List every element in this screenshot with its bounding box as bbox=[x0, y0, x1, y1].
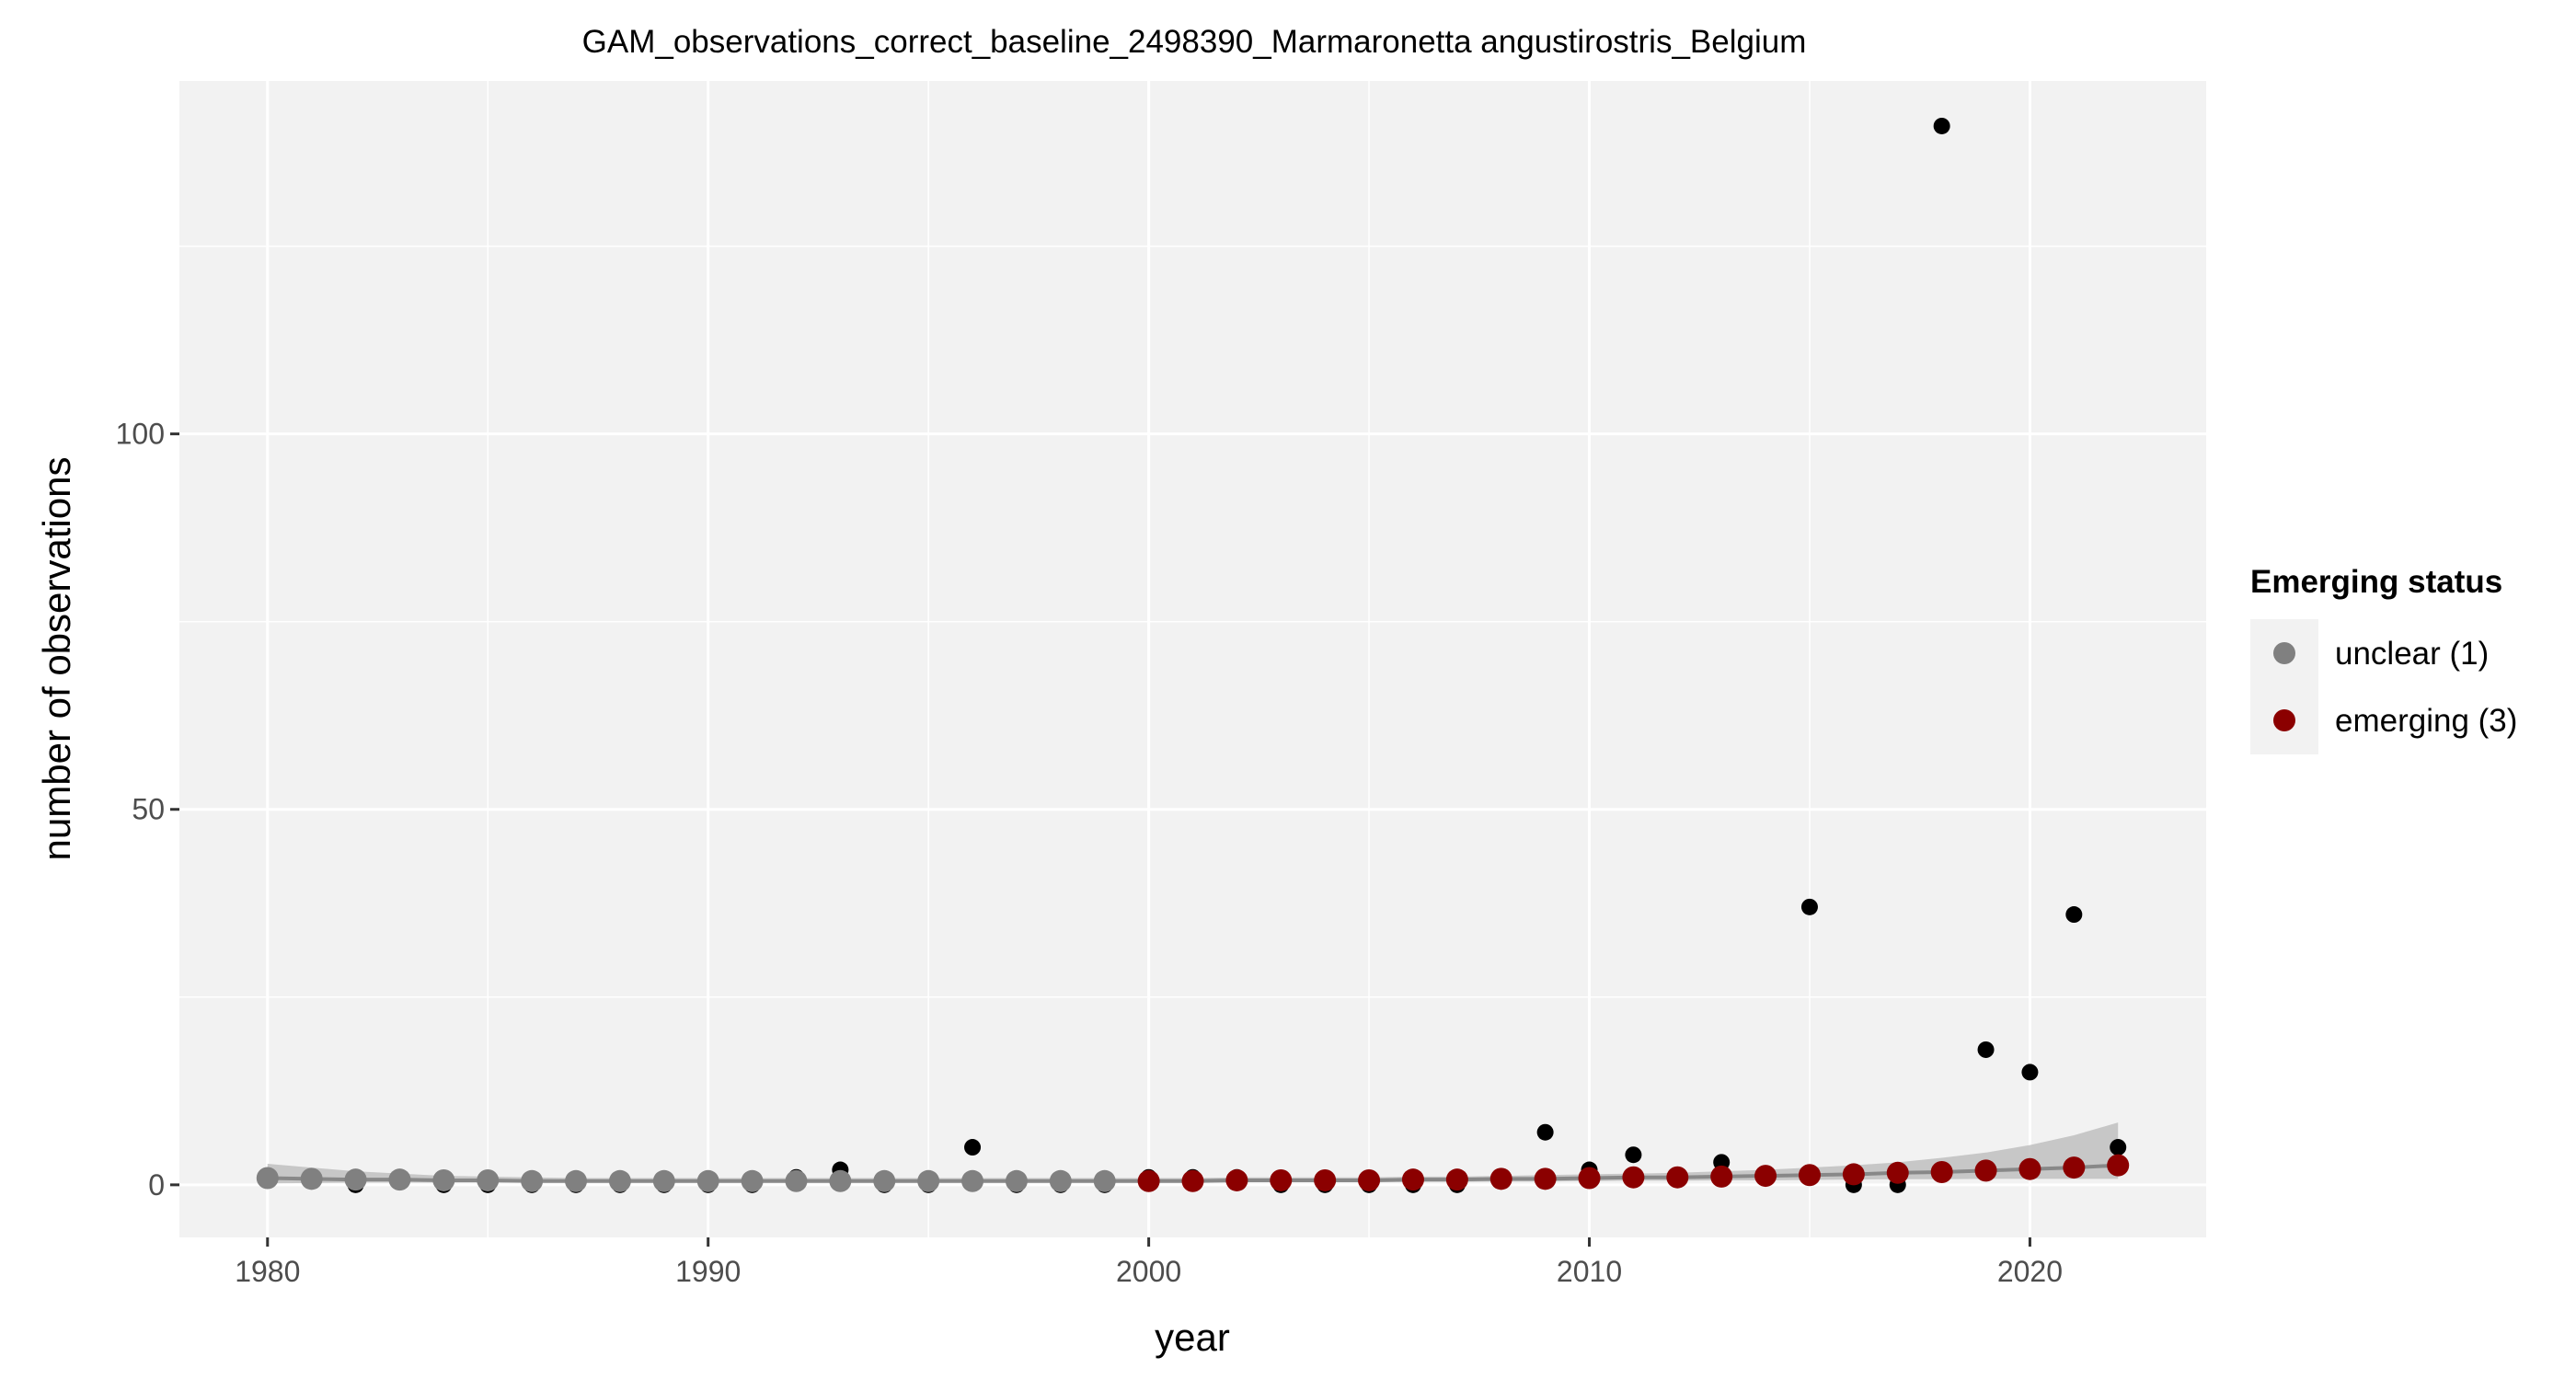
fit-point-emerging bbox=[1798, 1164, 1821, 1187]
y-tick-label: 0 bbox=[148, 1168, 165, 1202]
fit-point-unclear bbox=[785, 1169, 808, 1192]
fit-point-emerging bbox=[2018, 1157, 2041, 1180]
fit-point-emerging bbox=[1401, 1168, 1424, 1191]
fit-point-emerging bbox=[1137, 1169, 1160, 1192]
fit-point-emerging bbox=[1754, 1165, 1777, 1188]
x-tick-label: 1990 bbox=[675, 1255, 741, 1288]
fit-point-unclear bbox=[917, 1169, 940, 1192]
fit-points-layer bbox=[256, 1154, 2130, 1192]
fit-point-emerging bbox=[1358, 1168, 1381, 1191]
y-tick-label: 50 bbox=[132, 793, 165, 826]
fit-point-unclear bbox=[344, 1168, 367, 1191]
fit-point-emerging bbox=[2107, 1154, 2130, 1177]
fit-point-emerging bbox=[1270, 1168, 1293, 1191]
fit-point-unclear bbox=[1093, 1169, 1116, 1192]
fit-point-emerging bbox=[1445, 1168, 1468, 1191]
fit-point-emerging bbox=[1181, 1169, 1204, 1192]
x-axis-title: year bbox=[1155, 1316, 1230, 1359]
chart-title: GAM_observations_correct_baseline_249839… bbox=[582, 24, 1807, 60]
legend: Emerging status unclear (1) emerging (3) bbox=[2250, 564, 2517, 754]
legend-title: Emerging status bbox=[2250, 564, 2502, 600]
fit-point-unclear bbox=[432, 1168, 455, 1191]
fit-point-unclear bbox=[608, 1169, 631, 1192]
fit-point-unclear bbox=[696, 1169, 719, 1192]
fit-point-emerging bbox=[1314, 1168, 1337, 1191]
fit-point-emerging bbox=[2063, 1156, 2086, 1179]
fit-point-emerging bbox=[1622, 1166, 1645, 1189]
fit-point-emerging bbox=[1974, 1159, 1997, 1182]
x-tick-label: 1980 bbox=[235, 1255, 300, 1288]
observation-point bbox=[2021, 1064, 2039, 1081]
legend-key-emerging bbox=[2273, 709, 2295, 731]
fit-point-unclear bbox=[961, 1169, 984, 1192]
observation-point bbox=[2110, 1139, 2127, 1156]
fit-point-emerging bbox=[1578, 1167, 1601, 1190]
x-tick-label: 2010 bbox=[1557, 1255, 1622, 1288]
fit-point-emerging bbox=[1666, 1166, 1689, 1189]
fit-point-unclear bbox=[477, 1168, 500, 1191]
fit-point-unclear bbox=[1049, 1169, 1072, 1192]
legend-label-emerging: emerging (3) bbox=[2335, 703, 2517, 739]
fit-point-unclear bbox=[741, 1169, 764, 1192]
fit-point-unclear bbox=[565, 1169, 588, 1192]
fit-point-emerging bbox=[1930, 1160, 1953, 1183]
fit-point-unclear bbox=[652, 1169, 675, 1192]
axis-layer: 1980 1990 2000 2010 2020 0 50 100 bbox=[116, 418, 2063, 1288]
legend-key-background bbox=[2250, 619, 2318, 754]
fit-point-unclear bbox=[300, 1167, 323, 1190]
fit-point-unclear bbox=[388, 1168, 411, 1191]
fit-point-unclear bbox=[256, 1167, 279, 1190]
legend-key-unclear bbox=[2273, 642, 2295, 664]
fit-point-unclear bbox=[829, 1169, 852, 1192]
plot-panel bbox=[179, 81, 2206, 1237]
observation-point bbox=[1536, 1123, 1554, 1141]
x-tick-label: 2000 bbox=[1116, 1255, 1181, 1288]
legend-label-unclear: unclear (1) bbox=[2335, 636, 2489, 672]
observation-point bbox=[1977, 1041, 1995, 1058]
fit-point-unclear bbox=[873, 1169, 896, 1192]
y-axis-title: number of observations bbox=[35, 457, 78, 861]
fit-point-unclear bbox=[521, 1169, 544, 1192]
fit-point-emerging bbox=[1710, 1165, 1733, 1188]
fit-point-unclear bbox=[1005, 1169, 1028, 1192]
observation-point bbox=[964, 1139, 982, 1156]
observation-point bbox=[2065, 906, 2083, 924]
observation-point bbox=[1800, 898, 1818, 915]
fit-point-emerging bbox=[1489, 1167, 1512, 1190]
fit-point-emerging bbox=[1225, 1168, 1248, 1191]
y-tick-label: 100 bbox=[116, 418, 165, 451]
x-tick-label: 2020 bbox=[1997, 1255, 2063, 1288]
observation-point bbox=[1625, 1146, 1642, 1164]
observation-point bbox=[1933, 117, 1950, 134]
fit-point-emerging bbox=[1842, 1163, 1865, 1186]
fit-point-emerging bbox=[1886, 1161, 1909, 1184]
fit-point-emerging bbox=[1534, 1167, 1557, 1190]
